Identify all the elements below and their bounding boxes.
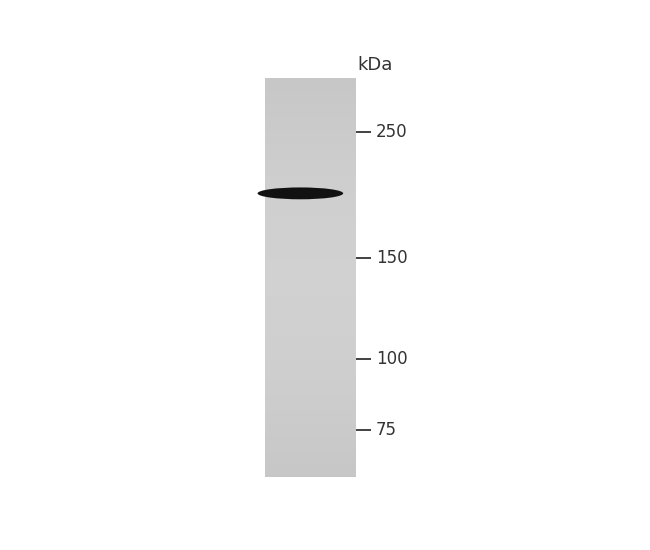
Text: kDa: kDa: [358, 57, 393, 74]
Text: 150: 150: [376, 249, 408, 267]
Text: 250: 250: [376, 123, 408, 141]
Text: 75: 75: [376, 421, 397, 439]
Text: 100: 100: [376, 350, 408, 367]
Ellipse shape: [257, 188, 343, 199]
